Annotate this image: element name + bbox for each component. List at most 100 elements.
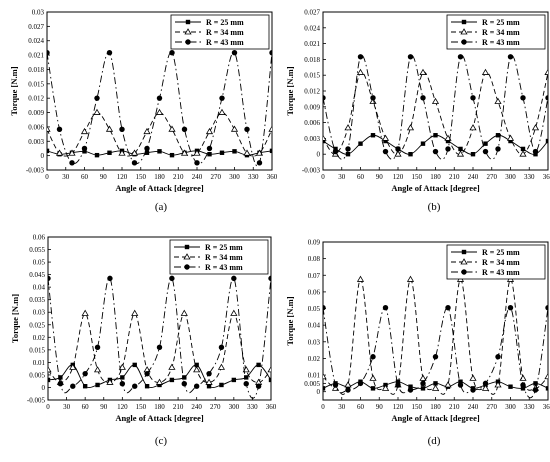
marker-circle bbox=[432, 148, 439, 155]
marker-triangle bbox=[243, 149, 251, 156]
y-tick-label: 0.03 bbox=[33, 309, 46, 317]
marker-triangle bbox=[323, 134, 327, 141]
marker-triangle bbox=[131, 309, 139, 316]
marker-square bbox=[82, 149, 87, 154]
x-tick-label: 90 bbox=[100, 403, 108, 411]
x-tick-label: 150 bbox=[136, 173, 147, 181]
marker-square bbox=[370, 386, 376, 391]
marker-circle bbox=[94, 344, 101, 351]
marker-triangle bbox=[155, 378, 164, 385]
chart-panel-3: 030609012015018021024027030033036000.010… bbox=[285, 239, 550, 448]
x-tick-label: 330 bbox=[524, 403, 535, 411]
marker-square bbox=[383, 138, 388, 144]
x-tick-label: 210 bbox=[449, 403, 460, 411]
marker-triangle bbox=[268, 125, 272, 132]
marker-triangle bbox=[230, 125, 239, 132]
y-tick-label: 0.06 bbox=[308, 288, 321, 296]
y-tick-label: 0.015 bbox=[304, 72, 320, 80]
x-tick-label: 330 bbox=[248, 173, 259, 181]
marker-triangle bbox=[218, 108, 226, 115]
marker-square bbox=[169, 152, 175, 158]
legend-label: R = 25 mm bbox=[206, 18, 244, 27]
x-tick-label: 270 bbox=[211, 173, 222, 181]
marker-square bbox=[461, 249, 467, 255]
y-tick-label: 0.003 bbox=[304, 135, 320, 143]
marker-circle bbox=[47, 49, 50, 56]
marker-square bbox=[458, 146, 463, 152]
marker-triangle bbox=[519, 374, 527, 381]
marker-square bbox=[157, 382, 162, 388]
marker-square bbox=[107, 150, 112, 155]
y-tick-label: 0.04 bbox=[33, 284, 46, 292]
marker-triangle bbox=[118, 363, 126, 370]
marker-square bbox=[144, 384, 150, 389]
marker-circle bbox=[181, 381, 187, 387]
legend-label: R = 25 mm bbox=[205, 243, 243, 252]
marker-circle bbox=[323, 95, 326, 101]
x-tick-label: 180 bbox=[154, 403, 165, 411]
marker-square bbox=[323, 386, 326, 391]
marker-square bbox=[82, 384, 88, 389]
marker-circle bbox=[445, 304, 451, 311]
x-tick-label: 60 bbox=[81, 173, 89, 181]
marker-square bbox=[169, 377, 175, 383]
marker-circle bbox=[382, 148, 389, 155]
marker-triangle bbox=[344, 124, 352, 131]
legend-label: R = 25 mm bbox=[482, 18, 520, 27]
x-tick-label: 120 bbox=[393, 173, 404, 181]
marker-circle bbox=[269, 49, 272, 56]
marker-circle bbox=[432, 354, 439, 360]
marker-circle bbox=[231, 49, 238, 56]
marker-circle bbox=[520, 382, 526, 388]
series-0 bbox=[47, 148, 272, 158]
legend-label: R = 25 mm bbox=[482, 248, 520, 257]
y-tick-label: 0.009 bbox=[304, 103, 320, 111]
marker-triangle bbox=[242, 366, 250, 373]
marker-triangle bbox=[406, 275, 415, 282]
chart-panel-2: 0 30 60 90 120 150 180 210 240 270 300 330 360 -0.005… bbox=[10, 234, 277, 448]
marker-triangle bbox=[323, 372, 327, 380]
marker-circle bbox=[156, 95, 163, 101]
marker-circle bbox=[532, 387, 539, 393]
marker-circle bbox=[532, 148, 539, 155]
x-tick-label: 30 bbox=[62, 173, 70, 181]
marker-circle bbox=[507, 304, 514, 311]
marker-triangle bbox=[69, 363, 77, 370]
marker-square bbox=[461, 19, 467, 25]
y-tick-label: 0 bbox=[317, 151, 321, 159]
marker-circle bbox=[332, 382, 339, 388]
marker-circle bbox=[81, 145, 88, 152]
marker-circle bbox=[82, 370, 88, 377]
x-tick-label: 0 bbox=[321, 173, 325, 181]
marker-circle bbox=[69, 160, 75, 166]
y-tick-label: -0.003 bbox=[302, 167, 321, 175]
marker-circle bbox=[194, 160, 200, 166]
marker-circle bbox=[345, 387, 351, 393]
marker-triangle bbox=[544, 68, 548, 75]
marker-circle bbox=[545, 95, 548, 101]
x-tick-label: 150 bbox=[136, 403, 147, 411]
marker-triangle bbox=[180, 309, 188, 316]
marker-square bbox=[433, 381, 438, 386]
marker-circle bbox=[219, 95, 225, 101]
x-tick-label: 150 bbox=[412, 173, 423, 181]
marker-circle bbox=[395, 146, 401, 152]
legend-label: R = 34 mm bbox=[482, 258, 520, 267]
y-tick-label: 0.05 bbox=[308, 305, 321, 313]
marker-triangle bbox=[356, 68, 365, 75]
x-tick-label: 30 bbox=[63, 403, 71, 411]
marker-triangle bbox=[80, 127, 89, 135]
marker-circle bbox=[57, 381, 64, 387]
marker-square bbox=[219, 150, 225, 155]
marker-square bbox=[508, 138, 513, 144]
y-tick-label: 0.02 bbox=[33, 334, 46, 342]
y-tick-label: 0.009 bbox=[28, 109, 44, 117]
y-tick-label: 0.024 bbox=[304, 24, 320, 32]
marker-circle bbox=[144, 145, 150, 152]
series-1 bbox=[323, 68, 548, 157]
x-tick-label: 180 bbox=[430, 403, 441, 411]
marker-circle bbox=[48, 275, 51, 282]
marker-square bbox=[483, 141, 488, 146]
marker-circle bbox=[206, 370, 212, 377]
marker-circle bbox=[206, 145, 213, 152]
